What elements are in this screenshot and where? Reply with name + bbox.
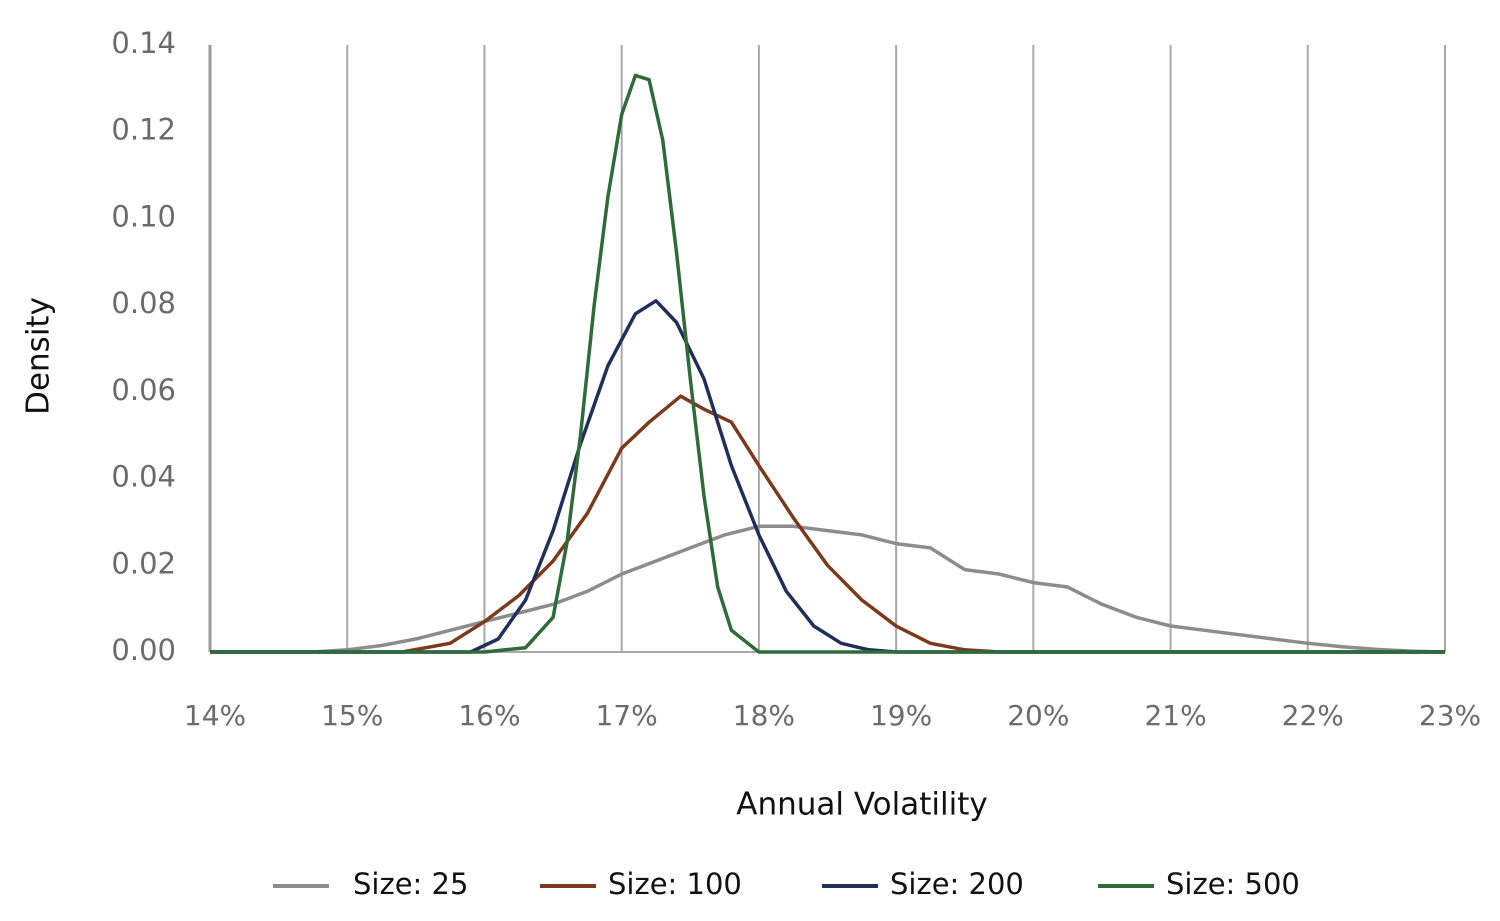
series-line [210, 524, 1446, 654]
y-tick-label: 0.00 [111, 633, 176, 667]
x-tick-label: 21% [1144, 699, 1206, 732]
x-tick-label: 16% [458, 699, 520, 732]
x-axis-label: Annual Volatility [736, 787, 987, 823]
series-line [210, 299, 1445, 654]
legend-label: Size: 25 [353, 867, 468, 901]
x-tick-label: 20% [1007, 699, 1069, 732]
x-tick-label: 17% [596, 699, 658, 732]
y-tick-label: 0.04 [111, 460, 176, 494]
y-tick-label: 0.06 [111, 373, 176, 407]
y-axis-label: Density [21, 297, 57, 415]
y-tick-label: 0.02 [111, 546, 176, 580]
legend-label: Size: 500 [1166, 867, 1300, 901]
x-tick-label: 15% [321, 699, 383, 732]
x-tick-label: 14% [184, 699, 246, 732]
legend-label: Size: 200 [890, 867, 1024, 901]
series-line [210, 394, 1445, 654]
x-tick-label: 23% [1419, 699, 1481, 732]
y-tick-label: 0.14 [111, 26, 176, 60]
series-line [210, 73, 1445, 654]
legend-label: Size: 100 [608, 867, 742, 901]
x-tick-label: 18% [733, 699, 795, 732]
y-tick-label: 0.10 [111, 199, 176, 233]
x-tick-label: 19% [870, 699, 932, 732]
y-tick-label: 0.12 [111, 113, 176, 147]
x-tick-label: 22% [1282, 699, 1344, 732]
y-tick-label: 0.08 [111, 286, 176, 320]
